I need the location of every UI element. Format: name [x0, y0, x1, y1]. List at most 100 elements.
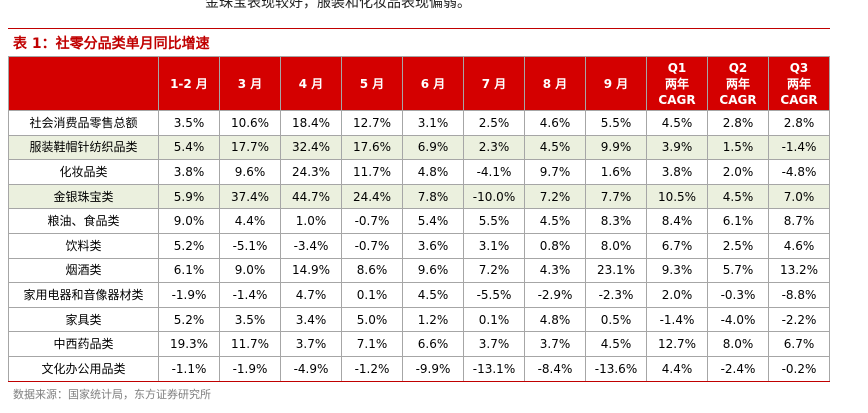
- value-cell: 7.2%: [463, 257, 525, 284]
- value-cell: 3.8%: [646, 159, 708, 185]
- value-cell: -9.9%: [402, 355, 464, 382]
- row-label: 服装鞋帽针纺织品类: [8, 134, 159, 161]
- value-cell: 3.6%: [402, 232, 464, 259]
- value-cell: -8.4%: [524, 355, 586, 382]
- value-cell: 1.2%: [402, 306, 464, 333]
- value-cell: 4.5%: [585, 331, 647, 357]
- value-cell: 8.3%: [585, 208, 647, 234]
- table-row: 服装鞋帽针纺织品类 5.4% 17.7% 32.4% 17.6% 6.9% 2.3% 4.5%…: [8, 134, 830, 161]
- value-cell: 9.6%: [402, 257, 464, 284]
- table-row: 饮料类 5.2% -5.1% -3.4% -0.7% 3.6% 3.1% 0.8% 8.0% 6.…: [8, 232, 830, 259]
- value-cell: 8.7%: [768, 208, 830, 234]
- value-cell: 6.7%: [768, 331, 830, 357]
- caption-rule: [8, 28, 830, 29]
- value-cell: -0.7%: [341, 208, 403, 234]
- value-cell: 4.4%: [646, 355, 708, 382]
- value-cell: 9.6%: [219, 159, 281, 185]
- column-header-line: Q3: [789, 60, 809, 75]
- value-cell: -0.2%: [768, 355, 830, 382]
- value-cell: -0.7%: [341, 232, 403, 259]
- value-cell: 6.9%: [402, 134, 464, 161]
- value-cell: 8.0%: [585, 232, 647, 259]
- value-cell: 6.6%: [402, 331, 464, 357]
- value-cell: 2.5%: [463, 110, 525, 136]
- value-cell: -5.5%: [463, 282, 525, 308]
- value-cell: 8.4%: [646, 208, 708, 234]
- value-cell: -2.9%: [524, 282, 586, 308]
- value-cell: 3.1%: [402, 110, 464, 136]
- row-label: 文化办公用品类: [8, 355, 159, 382]
- value-cell: -2.4%: [707, 355, 769, 382]
- column-header-line: 8 月: [542, 76, 568, 91]
- header-corner-cell: [8, 56, 159, 111]
- column-header: 5 月: [341, 56, 403, 111]
- column-header-line: 7 月: [481, 76, 507, 91]
- column-header-line: CAGR: [780, 92, 818, 107]
- value-cell: 17.6%: [341, 134, 403, 161]
- column-header-line: 4 月: [298, 76, 324, 91]
- value-cell: -1.4%: [768, 134, 830, 161]
- value-cell: 0.5%: [585, 306, 647, 333]
- value-cell: 7.1%: [341, 331, 403, 357]
- intro-text: 金珠宝表现较好，服装和化妆品表现偏弱。: [205, 0, 471, 11]
- value-cell: 10.6%: [219, 110, 281, 136]
- value-cell: 0.8%: [524, 232, 586, 259]
- column-header: 9 月: [585, 56, 647, 111]
- value-cell: 2.0%: [646, 282, 708, 308]
- row-label: 家用电器和音像器材类: [8, 282, 159, 308]
- table-row: 家具类 5.2% 3.5% 3.4% 5.0% 1.2% 0.1% 4.8% 0.5% -1.4%…: [8, 306, 830, 333]
- value-cell: 9.9%: [585, 134, 647, 161]
- value-cell: 12.7%: [341, 110, 403, 136]
- value-cell: -4.1%: [463, 159, 525, 185]
- source-rule: [8, 381, 830, 382]
- value-cell: 3.7%: [280, 331, 342, 357]
- value-cell: 1.5%: [707, 134, 769, 161]
- column-header: 4 月: [280, 56, 342, 111]
- value-cell: 5.5%: [463, 208, 525, 234]
- table-row: 金银珠宝类 5.9% 37.4% 44.7% 24.4% 7.8% -10.0% 7.2% 7.…: [8, 183, 830, 210]
- value-cell: 3.5%: [219, 306, 281, 333]
- value-cell: 4.4%: [219, 208, 281, 234]
- value-cell: 2.8%: [707, 110, 769, 136]
- column-header: 3 月: [219, 56, 281, 111]
- row-label: 饮料类: [8, 232, 159, 259]
- column-header-line: 两年: [725, 76, 750, 91]
- row-label: 金银珠宝类: [8, 183, 159, 210]
- value-cell: 6.1%: [707, 208, 769, 234]
- value-cell: 14.9%: [280, 257, 342, 284]
- column-header-line: Q1: [667, 60, 687, 75]
- column-header: 8 月: [524, 56, 586, 111]
- value-cell: 3.9%: [646, 134, 708, 161]
- value-cell: 2.8%: [768, 110, 830, 136]
- value-cell: 4.5%: [524, 134, 586, 161]
- value-cell: 5.2%: [158, 306, 220, 333]
- value-cell: 4.7%: [280, 282, 342, 308]
- value-cell: -0.3%: [707, 282, 769, 308]
- value-cell: 3.8%: [158, 159, 220, 185]
- value-cell: 7.2%: [524, 183, 586, 210]
- value-cell: 37.4%: [219, 183, 281, 210]
- column-header-line: 两年: [786, 76, 811, 91]
- value-cell: 4.5%: [707, 183, 769, 210]
- column-header: Q2 两年 CAGR: [707, 56, 769, 111]
- value-cell: 6.7%: [646, 232, 708, 259]
- value-cell: -13.1%: [463, 355, 525, 382]
- row-label: 化妆品类: [8, 159, 159, 185]
- value-cell: 1.6%: [585, 159, 647, 185]
- value-cell: 23.1%: [585, 257, 647, 284]
- value-cell: 7.7%: [585, 183, 647, 210]
- value-cell: -1.9%: [219, 355, 281, 382]
- value-cell: -5.1%: [219, 232, 281, 259]
- value-cell: 11.7%: [341, 159, 403, 185]
- value-cell: 0.1%: [463, 306, 525, 333]
- value-cell: -2.3%: [585, 282, 647, 308]
- value-cell: 5.4%: [158, 134, 220, 161]
- table-row: 烟酒类 6.1% 9.0% 14.9% 8.6% 9.6% 7.2% 4.3% 23.1% 9.3…: [8, 257, 830, 284]
- value-cell: -4.8%: [768, 159, 830, 185]
- value-cell: -4.9%: [280, 355, 342, 382]
- table-body: 社会消费品零售总额 3.5% 10.6% 18.4% 12.7% 3.1% 2.5% 4.6%…: [8, 110, 830, 382]
- value-cell: 2.0%: [707, 159, 769, 185]
- table-row: 文化办公用品类 -1.1% -1.9% -4.9% -1.2% -9.9% -13.1% -8…: [8, 355, 830, 382]
- value-cell: 0.1%: [341, 282, 403, 308]
